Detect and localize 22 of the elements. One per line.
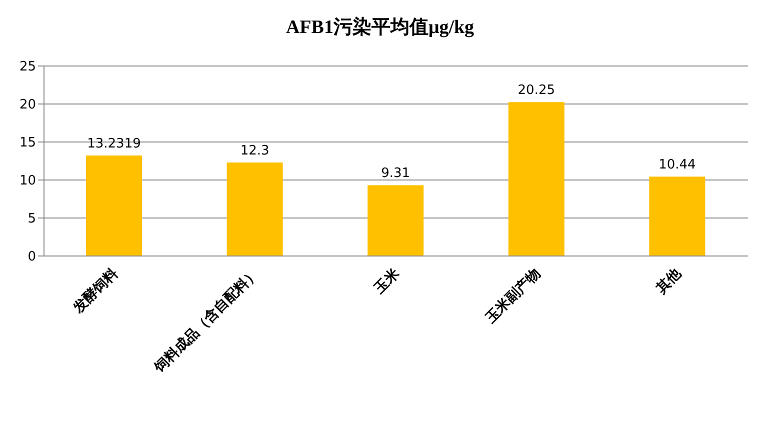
y-tick-label: 15: [19, 136, 36, 151]
x-tick-label: 饲料成品（含自配料）: [151, 266, 262, 377]
data-label: 10.44: [658, 158, 696, 173]
y-tick-label: 25: [19, 60, 36, 75]
x-tick-label: 发酵饲料: [70, 266, 122, 318]
y-tick-label: 5: [28, 212, 36, 227]
data-label: 12.3: [240, 144, 270, 159]
x-tick-label: 玉米副产物: [481, 264, 544, 328]
bar: [226, 162, 283, 256]
data-label: 13.2319: [87, 136, 141, 152]
y-tick-label: 20: [19, 98, 36, 113]
data-label: 9.31: [381, 166, 410, 182]
chart-title: AFB1污染平均值μg/kg: [284, 16, 476, 40]
data-label: 20.25: [518, 83, 556, 98]
y-tick-label: 10: [19, 174, 36, 189]
bar: [86, 155, 142, 256]
y-tick-label: 0: [28, 250, 36, 265]
x-tick-label: 其他: [652, 264, 686, 298]
bar: [368, 185, 424, 256]
bar: [508, 102, 564, 256]
x-tick-label: 玉米: [371, 264, 404, 298]
bar: [649, 176, 706, 256]
